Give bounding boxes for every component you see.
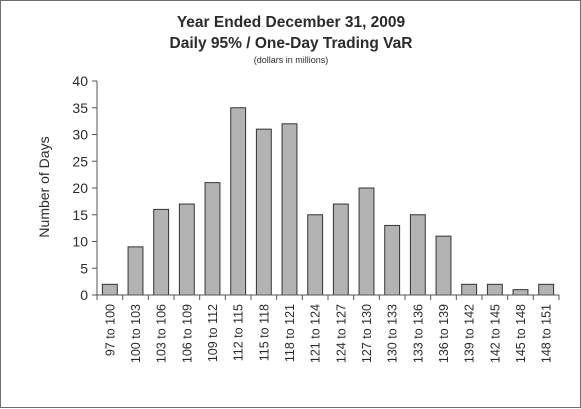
- y-tick-label: 40: [72, 73, 88, 89]
- chart-title: Year Ended December 31, 2009: [177, 14, 406, 31]
- x-tick-label: 127 to 130: [360, 304, 374, 363]
- x-tick-label: 103 to 106: [155, 304, 169, 363]
- y-tick-label: 0: [80, 287, 88, 303]
- y-tick-label: 5: [80, 260, 88, 276]
- x-tick-label: 112 to 115: [232, 304, 246, 361]
- chart-title-line2: Daily 95% / One-Day Trading VaR: [170, 35, 413, 52]
- x-tick-label: 148 to 151: [540, 304, 554, 363]
- chart-subtitle: (dollars in millions): [254, 55, 329, 65]
- x-tick-label: 106 to 109: [180, 304, 194, 363]
- bar-145-to-148: [512, 289, 529, 296]
- x-tick-label: 100 to 103: [129, 304, 143, 363]
- y-tick-label: 10: [72, 234, 88, 250]
- bar-142-to-145: [486, 283, 503, 296]
- x-tick-label: 124 to 127: [334, 304, 348, 363]
- y-tick-label: 20: [72, 180, 88, 196]
- y-tick-label: 25: [72, 153, 88, 169]
- y-axis-ticks: 0 5 10 15 20 25 30 35 40: [72, 73, 97, 303]
- x-tick-label: 97 to 100: [103, 304, 117, 356]
- y-tick-label: 35: [72, 100, 88, 116]
- bar-118-to-121: [281, 123, 298, 296]
- x-axis-tick-labels: 97 to 100 100 to 103 103 to 106 106 to 109 1…: [96, 295, 560, 363]
- bar-133-to-136: [409, 214, 426, 296]
- bar-106-to-109: [178, 203, 195, 296]
- x-tick-label: 121 to 124: [309, 304, 323, 363]
- x-tick-label: 139 to 142: [463, 304, 477, 363]
- bar-121-to-124: [307, 214, 324, 296]
- bar-136-to-139: [435, 235, 452, 296]
- bar-127-to-130: [358, 187, 375, 296]
- x-tick-label: 118 to 121: [283, 304, 297, 362]
- bar-109-to-112: [204, 182, 221, 296]
- y-tick-label: 30: [72, 127, 88, 143]
- bar-130-to-133: [384, 224, 401, 296]
- y-tick-label: 15: [72, 207, 88, 223]
- y-axis-label: Number of Days: [36, 136, 52, 237]
- x-tick-label: 133 to 136: [411, 304, 425, 363]
- x-tick-label: 115 to 118: [257, 304, 271, 361]
- x-tick-label: 142 to 145: [488, 304, 502, 363]
- bar-100-to-103: [127, 246, 144, 296]
- bar-112-to-115: [230, 107, 247, 296]
- bar-97-to-100: [101, 283, 118, 296]
- bars: [101, 107, 555, 296]
- x-tick-label: 145 to 148: [514, 304, 528, 363]
- x-tick-label: 109 to 112: [206, 304, 220, 362]
- x-tick-label: 136 to 139: [437, 304, 451, 363]
- bar-115-to-118: [255, 128, 272, 296]
- bar-139-to-142: [461, 283, 478, 296]
- bar-148-to-151: [538, 283, 555, 296]
- bar-103-to-106: [153, 208, 170, 296]
- bar-124-to-127: [332, 203, 349, 296]
- x-tick-label: 130 to 133: [386, 304, 400, 363]
